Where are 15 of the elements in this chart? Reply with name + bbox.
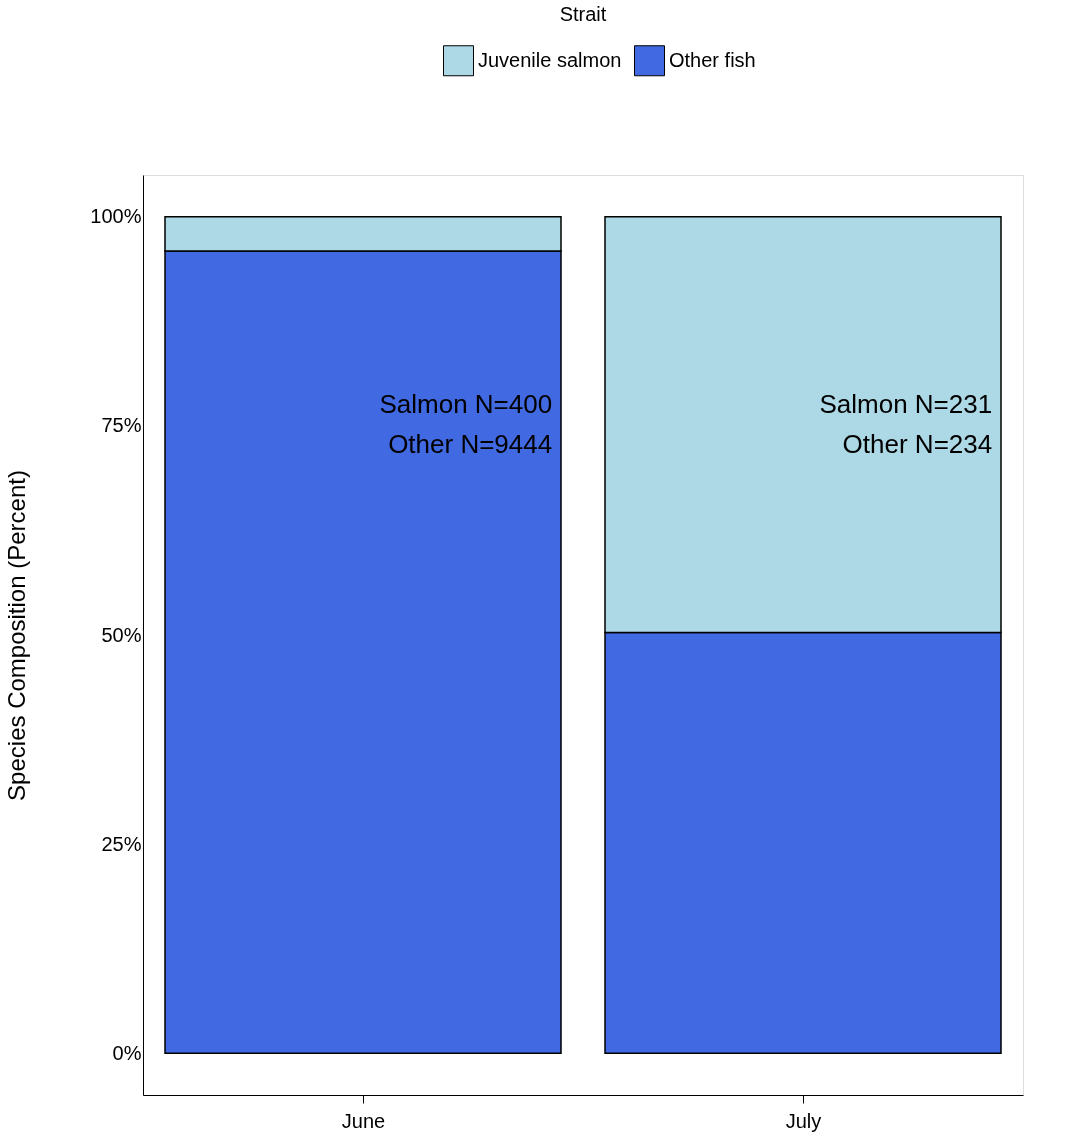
annotation: Other N=9444 bbox=[388, 429, 553, 459]
y-tick-label: 50% bbox=[101, 623, 142, 646]
x-tick-label: June bbox=[341, 1109, 386, 1132]
y-axis-title: Species Composition (Percent) bbox=[3, 470, 31, 801]
x-tick-label: July bbox=[785, 1109, 822, 1132]
y-tick-label: 100% bbox=[90, 205, 142, 228]
annotation: Salmon N=231 bbox=[819, 389, 993, 419]
y-tick-label: 25% bbox=[101, 832, 142, 855]
annotation: Salmon N=400 bbox=[379, 389, 553, 419]
legend-label: Other fish bbox=[669, 48, 756, 71]
y-tick-label: 0% bbox=[112, 1041, 142, 1064]
chart-title: Strait bbox=[559, 3, 607, 25]
annotation: Other N=234 bbox=[842, 429, 993, 459]
y-tick-label: 75% bbox=[101, 414, 142, 437]
legend-label: Juvenile salmon bbox=[478, 48, 622, 71]
